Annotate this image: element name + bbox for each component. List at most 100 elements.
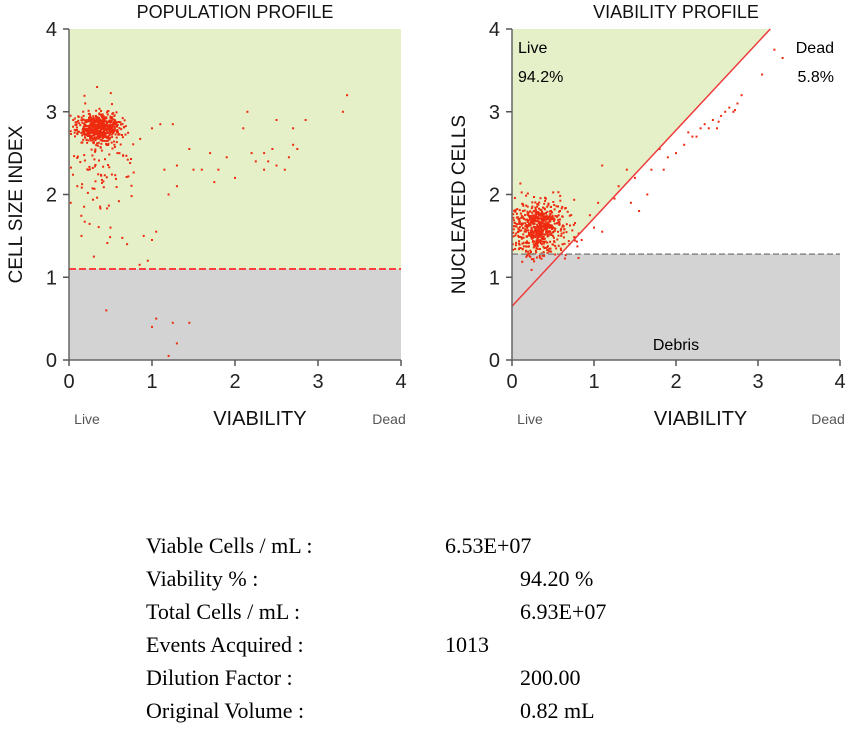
data-point <box>523 209 526 212</box>
data-point <box>85 128 88 131</box>
data-point <box>100 120 103 122</box>
data-point <box>115 111 118 114</box>
data-point <box>99 129 102 131</box>
data-point <box>517 242 520 245</box>
data-point <box>543 254 546 257</box>
data-point <box>562 225 565 228</box>
data-point <box>707 127 710 130</box>
data-point <box>553 240 556 243</box>
data-point <box>548 233 551 236</box>
data-point <box>558 210 561 213</box>
data-point <box>518 240 521 243</box>
data-point <box>108 119 111 122</box>
data-point <box>716 127 718 130</box>
data-point <box>101 127 103 130</box>
data-point <box>530 220 533 223</box>
data-point <box>341 110 344 113</box>
data-point <box>524 230 527 233</box>
stat-value: 6.53E+07 <box>445 533 532 558</box>
data-point <box>92 129 94 131</box>
data-point <box>90 122 93 125</box>
data-point <box>109 117 112 120</box>
data-point <box>543 240 546 243</box>
data-point <box>109 126 112 129</box>
data-point <box>761 73 764 76</box>
data-point <box>537 203 540 206</box>
data-point <box>546 251 549 254</box>
data-point <box>102 165 105 168</box>
data-point <box>526 221 529 223</box>
data-point <box>575 240 578 243</box>
data-point <box>522 245 525 248</box>
data-point <box>104 123 107 126</box>
data-point <box>74 121 77 124</box>
data-point <box>537 225 540 228</box>
data-point <box>534 230 537 233</box>
data-point <box>513 221 516 224</box>
data-point <box>87 139 90 142</box>
data-point <box>552 231 555 233</box>
data-point <box>98 131 101 134</box>
data-point <box>545 230 548 233</box>
data-point <box>533 222 536 225</box>
data-point <box>127 131 130 134</box>
data-point <box>73 128 76 131</box>
data-point <box>525 229 528 232</box>
data-point <box>132 171 135 174</box>
data-point <box>551 218 553 221</box>
data-point <box>103 139 106 142</box>
data-point <box>520 237 523 240</box>
data-point <box>72 173 74 176</box>
data-point <box>84 119 87 122</box>
data-point <box>93 136 96 139</box>
data-point <box>544 220 547 223</box>
data-point <box>94 149 97 152</box>
data-point <box>550 226 552 229</box>
data-point <box>539 242 542 245</box>
data-point <box>549 205 552 208</box>
data-point <box>547 202 550 205</box>
y-tick-label: 0 <box>46 350 57 372</box>
data-point <box>541 211 544 214</box>
data-point <box>528 222 530 225</box>
data-point <box>108 124 111 126</box>
data-point <box>91 154 94 157</box>
data-point <box>112 125 115 128</box>
data-point <box>87 168 90 171</box>
data-point <box>103 117 106 120</box>
data-point <box>544 233 547 236</box>
data-point <box>562 231 565 234</box>
data-point <box>94 129 97 131</box>
y-tick-label: 0 <box>489 350 500 372</box>
data-point <box>525 255 528 258</box>
data-point <box>84 133 87 136</box>
data-point <box>535 214 538 217</box>
data-point <box>536 241 539 244</box>
data-point <box>74 135 76 138</box>
data-point <box>558 223 561 226</box>
data-point <box>109 226 112 229</box>
data-point <box>534 236 537 239</box>
data-point <box>544 208 546 211</box>
stat-label: Events Acquired : <box>146 632 304 657</box>
data-point <box>92 115 95 118</box>
data-point <box>524 222 527 225</box>
data-point <box>540 257 543 260</box>
data-point <box>81 134 84 137</box>
data-point <box>515 212 518 215</box>
data-point <box>88 168 91 171</box>
data-point <box>108 137 111 140</box>
data-point <box>81 119 84 122</box>
data-point <box>634 176 636 179</box>
data-point <box>524 250 527 253</box>
data-point <box>113 121 116 124</box>
data-point <box>99 124 102 127</box>
data-point <box>550 250 553 253</box>
data-point <box>543 202 546 205</box>
data-point <box>94 163 97 166</box>
live-label: Live <box>518 40 547 57</box>
data-point <box>89 132 92 135</box>
data-point <box>540 223 543 226</box>
data-point <box>550 225 553 228</box>
data-point <box>275 119 278 121</box>
